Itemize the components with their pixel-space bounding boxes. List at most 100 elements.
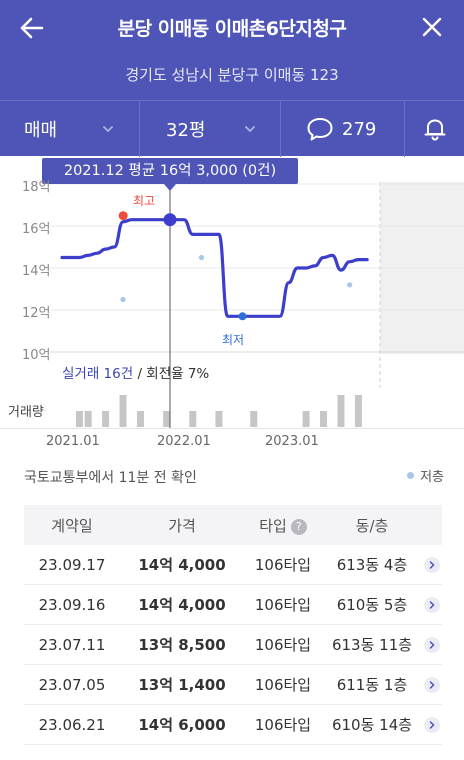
- legend-low-floor-label: 저층: [420, 470, 444, 485]
- cell-price: 13억 1,400: [138, 676, 226, 694]
- chevron-right-icon: [424, 676, 440, 693]
- price-chart[interactable]: [0, 0, 464, 460]
- chevron-right-icon: [424, 596, 440, 613]
- chevron-down-icon: [245, 126, 256, 133]
- low-floor-dot: [347, 282, 353, 288]
- legend-low-floor: 저층: [407, 466, 444, 485]
- area-label: 32평: [166, 120, 206, 141]
- x-tick-label: 2021.01: [46, 434, 100, 449]
- chart-tooltip: 2021.12 평균 16억 3,000 (0건): [42, 158, 298, 184]
- chevron-down-icon: [103, 126, 114, 133]
- cell-unit: 610동 5층: [336, 596, 408, 614]
- col-header-price: 가격: [168, 516, 196, 535]
- high-label: 최고: [133, 194, 156, 208]
- table-row[interactable]: 23.07.05 13억 1,400 106타입 611동 1층: [24, 665, 442, 705]
- low-floor-dot: [120, 296, 126, 303]
- legend-dot-icon: [407, 472, 415, 479]
- cell-price: 13억 8,500: [138, 636, 226, 654]
- chart-divider: [0, 428, 464, 429]
- volume-bar: [75, 411, 83, 427]
- price-series-line: [60, 218, 369, 318]
- low-point: [238, 312, 247, 321]
- notification-button[interactable]: [420, 101, 454, 157]
- area-dropdown[interactable]: 32평: [166, 101, 276, 157]
- row-detail-button[interactable]: [422, 596, 442, 613]
- y-tick-label: 10억: [22, 348, 51, 363]
- toolbar-divider: [404, 101, 405, 157]
- deal-type-label: 매매: [24, 120, 58, 141]
- volume-bar: [102, 411, 110, 427]
- comments-button[interactable]: 279: [306, 101, 396, 157]
- col-header-unit: 동/층: [355, 516, 389, 535]
- y-tick-label: 18억: [22, 180, 51, 195]
- bell-icon: [424, 119, 446, 141]
- cell-date: 23.06.21: [38, 715, 106, 734]
- cell-type: 106타입: [254, 556, 312, 574]
- address-text: 경기도 성남시 분당구 이매동 123: [125, 66, 339, 84]
- comment-count: 279: [342, 118, 377, 140]
- col-header-type-label: 타입: [259, 516, 287, 535]
- col-header-date: 계약일: [51, 516, 93, 535]
- chevron-right-icon: [424, 716, 440, 733]
- app-header: 분당 이매동 이매촌6단지청구 경기도 성남시 분당구 이매동 123 매매 3…: [0, 0, 464, 157]
- row-detail-button[interactable]: [422, 636, 442, 653]
- low-label: 최저: [222, 333, 245, 347]
- volume-bar: [337, 395, 345, 427]
- cell-type: 106타입: [254, 636, 312, 654]
- high-point: [118, 211, 128, 221]
- y-tick-label: 12억: [22, 306, 51, 321]
- cell-type: 106타입: [254, 676, 312, 694]
- x-tick-label: 2023.01: [265, 434, 319, 449]
- deal-type-dropdown[interactable]: 매매: [24, 101, 136, 157]
- cell-unit: 613동 11층: [331, 636, 413, 654]
- tooltip-arrow: [164, 184, 176, 191]
- help-icon[interactable]: ?: [290, 518, 307, 535]
- cell-date: 23.09.17: [38, 555, 106, 574]
- cell-unit: 611동 1층: [336, 676, 408, 694]
- table-row[interactable]: 23.09.16 14억 4,000 106타입 610동 5층: [24, 585, 442, 625]
- filter-toolbar: 매매 32평 279: [0, 100, 464, 157]
- row-detail-button[interactable]: [422, 556, 442, 573]
- chevron-right-icon: [424, 636, 440, 653]
- table-body: 23.09.17 14억 4,000 106타입 613동 4층 23.09.1…: [24, 545, 442, 745]
- cell-unit: 613동 4층: [336, 556, 408, 574]
- low-floor-dot: [198, 254, 205, 261]
- arrow-left-icon: [20, 17, 44, 39]
- volume-bar: [119, 395, 127, 427]
- volume-bar: [136, 411, 144, 427]
- table-row[interactable]: 23.06.21 14억 6,000 106타입 610동 14층: [24, 705, 442, 745]
- volume-label: 거래량: [8, 405, 44, 420]
- grid-lines: [50, 183, 464, 353]
- transaction-count: 실거래 16건: [62, 366, 134, 382]
- title-bar: 분당 이매동 이매촌6단지청구: [0, 0, 464, 56]
- transactions-table: 계약일 가격 타입? 동/층 23.09.17 14억 4,000 106타입 …: [24, 505, 442, 745]
- volume-bar: [84, 411, 92, 427]
- low-floor-points: [120, 254, 353, 303]
- table-row[interactable]: 23.07.11 13억 8,500 106타입 613동 11층: [24, 625, 442, 665]
- cell-price: 14억 4,000: [138, 556, 226, 574]
- page-title: 분당 이매동 이매촌6단지청구: [117, 18, 347, 40]
- toolbar-divider: [139, 101, 140, 157]
- row-detail-button[interactable]: [422, 716, 442, 733]
- close-icon: [422, 17, 442, 37]
- table-header: 계약일 가격 타입? 동/층: [24, 505, 442, 545]
- y-tick-label: 16억: [22, 222, 51, 237]
- cell-price: 14억 4,000: [138, 596, 226, 614]
- volume-bar: [215, 411, 223, 427]
- close-button[interactable]: [414, 12, 450, 44]
- back-button[interactable]: [14, 12, 50, 44]
- volume-bars: [75, 395, 362, 427]
- cell-date: 23.07.05: [38, 675, 106, 694]
- toolbar-divider: [280, 101, 281, 157]
- cell-price: 14억 6,000: [138, 716, 226, 734]
- table-row[interactable]: 23.09.17 14억 4,000 106타입 613동 4층: [24, 545, 442, 585]
- col-header-type: 타입?: [244, 515, 322, 536]
- chevron-right-icon: [424, 556, 440, 573]
- volume-bar: [163, 411, 171, 427]
- speech-bubble-icon: [307, 118, 333, 141]
- volume-bar: [354, 395, 362, 427]
- highlight-point: [163, 213, 177, 227]
- cell-unit: 610동 14층: [331, 716, 413, 734]
- row-detail-button[interactable]: [422, 676, 442, 693]
- source-text: 국토교통부에서 11분 전 확인: [24, 470, 197, 486]
